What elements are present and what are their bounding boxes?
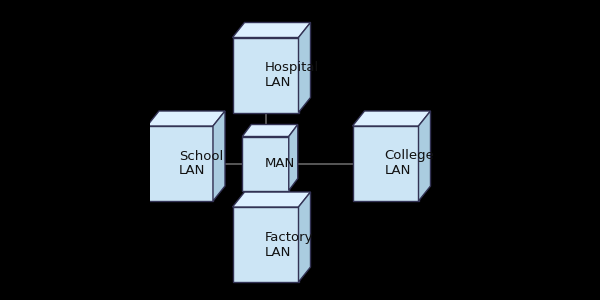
Bar <box>242 136 289 190</box>
Polygon shape <box>299 22 311 112</box>
Polygon shape <box>233 22 311 38</box>
Bar <box>353 126 419 201</box>
Text: Factory
LAN: Factory LAN <box>265 230 313 259</box>
Text: College
LAN: College LAN <box>385 149 434 178</box>
Text: School
LAN: School LAN <box>179 149 223 178</box>
Polygon shape <box>233 192 311 207</box>
Polygon shape <box>242 124 298 136</box>
Polygon shape <box>147 111 225 126</box>
Bar <box>233 207 299 282</box>
Polygon shape <box>299 192 311 282</box>
Bar <box>147 126 213 201</box>
Polygon shape <box>353 111 431 126</box>
Text: MAN: MAN <box>265 157 295 170</box>
Polygon shape <box>289 124 298 190</box>
Polygon shape <box>213 111 225 201</box>
Bar <box>233 38 299 112</box>
Polygon shape <box>419 111 431 201</box>
Text: Hospital
LAN: Hospital LAN <box>265 61 319 89</box>
